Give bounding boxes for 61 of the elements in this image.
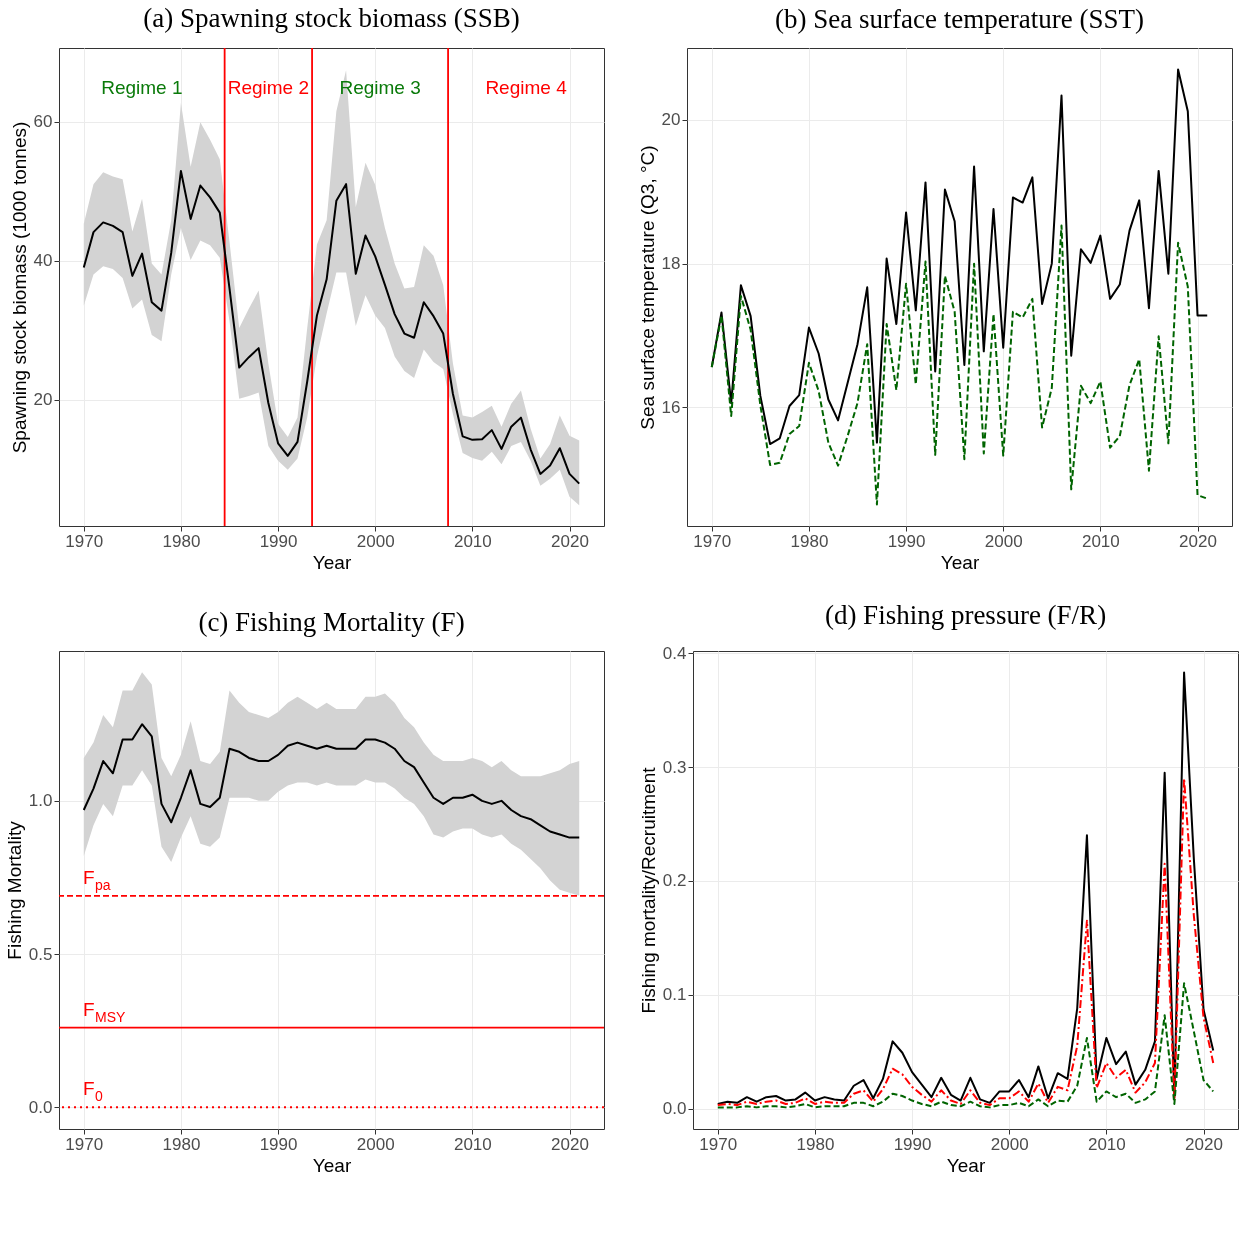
x-tick-label: 2010 — [453, 531, 492, 551]
y-tick-label: 1.0 — [28, 791, 53, 811]
chart-title: (c) Fishing Mortality (F) — [198, 607, 465, 637]
y-tick-label: 0.0 — [662, 1099, 687, 1119]
x-tick-label: 2000 — [356, 531, 395, 551]
y-tick-label: 0.0 — [28, 1097, 53, 1117]
y-tick-label: 20 — [661, 110, 681, 130]
x-tick-label: 2000 — [990, 1134, 1029, 1154]
line-series — [710, 68, 1209, 446]
x-axis-title: Year — [946, 1154, 986, 1176]
x-axis-title: Year — [940, 551, 980, 573]
x-tick-label: 2010 — [453, 1134, 492, 1154]
x-tick-label: 1990 — [893, 1134, 932, 1154]
y-axis-title: Sea surface temperature (Q3, °C) — [636, 145, 658, 430]
annotation: Regime 1 — [101, 77, 183, 98]
y-axis-title: Fishing mortality/Recruitment — [637, 766, 659, 1014]
y-tick-label: 20 — [33, 390, 53, 410]
line-series — [716, 777, 1215, 1107]
x-tick-label: 2000 — [984, 531, 1023, 551]
x-tick-label: 1990 — [259, 1134, 298, 1154]
y-tick-label: 60 — [33, 112, 53, 132]
x-tick-label: 1980 — [796, 1134, 835, 1154]
y-tick-label: 0.4 — [662, 643, 687, 663]
line-series — [82, 169, 581, 485]
x-axis-title: Year — [312, 1154, 352, 1176]
y-tick-label: 40 — [33, 251, 53, 271]
x-tick-label: 2020 — [551, 531, 589, 551]
x-tick-label: 2020 — [1185, 1134, 1223, 1154]
x-tick-label: 2020 — [1179, 531, 1217, 551]
x-tick-label: 1980 — [790, 531, 829, 551]
y-tick-label: 0.5 — [28, 944, 53, 964]
x-tick-label: 1990 — [887, 531, 926, 551]
chart-title: (a) Spawning stock biomass (SSB) — [143, 3, 520, 34]
x-tick-label: 1970 — [699, 1134, 738, 1154]
x-tick-label: 1980 — [162, 1134, 201, 1154]
y-tick-label: 16 — [661, 397, 681, 417]
x-tick-label: 1970 — [693, 531, 732, 551]
y-axis-title: Spawning stock biomass (1000 tonnes) — [8, 121, 30, 454]
annotation: Regime 4 — [485, 77, 568, 98]
x-tick-label: 2010 — [1087, 1134, 1126, 1154]
annotation: Regime 3 — [339, 77, 421, 98]
y-tick-label: 0.2 — [662, 871, 687, 891]
x-axis-title: Year — [312, 551, 352, 573]
annotation: Regime 2 — [227, 77, 310, 98]
x-tick-label: 2000 — [356, 1134, 395, 1154]
x-tick-label: 1970 — [65, 1134, 104, 1154]
x-tick-label: 1970 — [65, 531, 104, 551]
y-tick-label: 18 — [661, 254, 681, 274]
line-series — [716, 671, 1215, 1105]
line-series — [710, 224, 1209, 506]
line-series — [82, 723, 581, 839]
x-tick-label: 1990 — [259, 531, 298, 551]
x-tick-label: 2010 — [1081, 531, 1120, 551]
y-tick-label: 0.3 — [662, 757, 687, 777]
chart-title: (b) Sea surface temperature (SST) — [775, 4, 1144, 34]
y-axis-title: Fishing Mortality — [3, 820, 25, 960]
y-tick-label: 0.1 — [662, 985, 687, 1005]
line-series — [716, 982, 1215, 1109]
x-tick-label: 2020 — [551, 1134, 589, 1154]
x-tick-label: 1980 — [162, 531, 201, 551]
chart-title: (d) Fishing pressure (F/R) — [824, 600, 1107, 631]
